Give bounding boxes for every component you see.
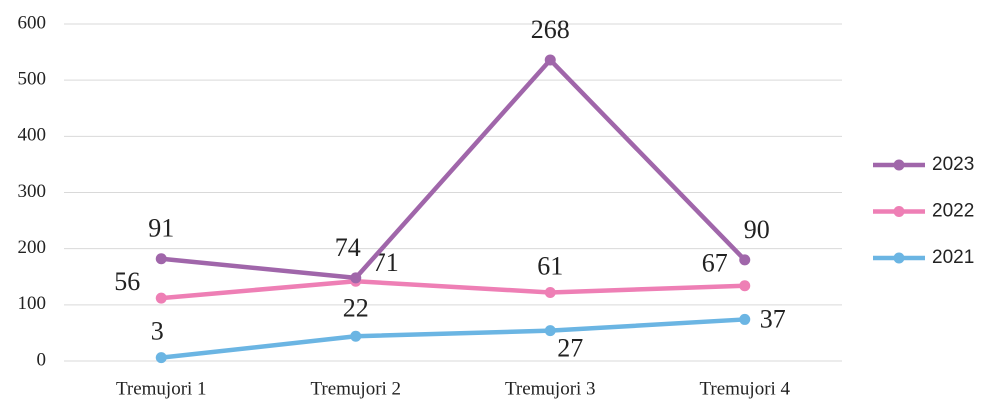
point [155, 292, 167, 304]
y-tick-label: 200 [18, 237, 47, 258]
legend-label: 2021 [932, 247, 974, 268]
data-label: 74 [335, 233, 361, 262]
data-label: 37 [760, 304, 786, 333]
series-line [161, 317, 745, 360]
y-tick-label: 600 [18, 12, 47, 33]
point [739, 280, 751, 292]
point [544, 286, 556, 298]
x-tick-label: Tremujori 1 [116, 378, 207, 399]
y-tick-label: 100 [18, 293, 47, 314]
x-tick-label: Tremujori 3 [505, 378, 596, 399]
y-tick-label: 400 [18, 125, 47, 146]
x-tick-label: Tremujori 2 [310, 378, 401, 399]
legend-marker [893, 252, 905, 264]
point [155, 253, 167, 265]
data-label: 67 [702, 249, 728, 278]
data-label: 90 [744, 215, 770, 244]
y-tick-label: 500 [18, 69, 47, 90]
point [544, 325, 556, 337]
x-tick-label: Tremujori 4 [699, 378, 790, 399]
point [350, 330, 362, 342]
point [544, 54, 556, 66]
data-label: 22 [343, 293, 369, 322]
point [350, 272, 362, 284]
legend-marker [893, 206, 905, 217]
legend-marker [893, 159, 905, 171]
data-label: 3 [151, 317, 164, 346]
data-label: 61 [537, 251, 563, 280]
series-line [161, 57, 747, 281]
y-tick-label: 0 [37, 349, 47, 370]
series-line [161, 278, 745, 301]
y-tick-label: 300 [18, 181, 47, 202]
data-label: 91 [148, 214, 174, 243]
data-label: 27 [557, 334, 583, 363]
point [739, 254, 751, 266]
point [739, 313, 751, 325]
legend-label: 2022 [932, 201, 974, 222]
data-label: 268 [531, 15, 570, 44]
data-label: 56 [114, 267, 140, 296]
legend-label: 2023 [932, 154, 974, 175]
point [155, 352, 167, 364]
